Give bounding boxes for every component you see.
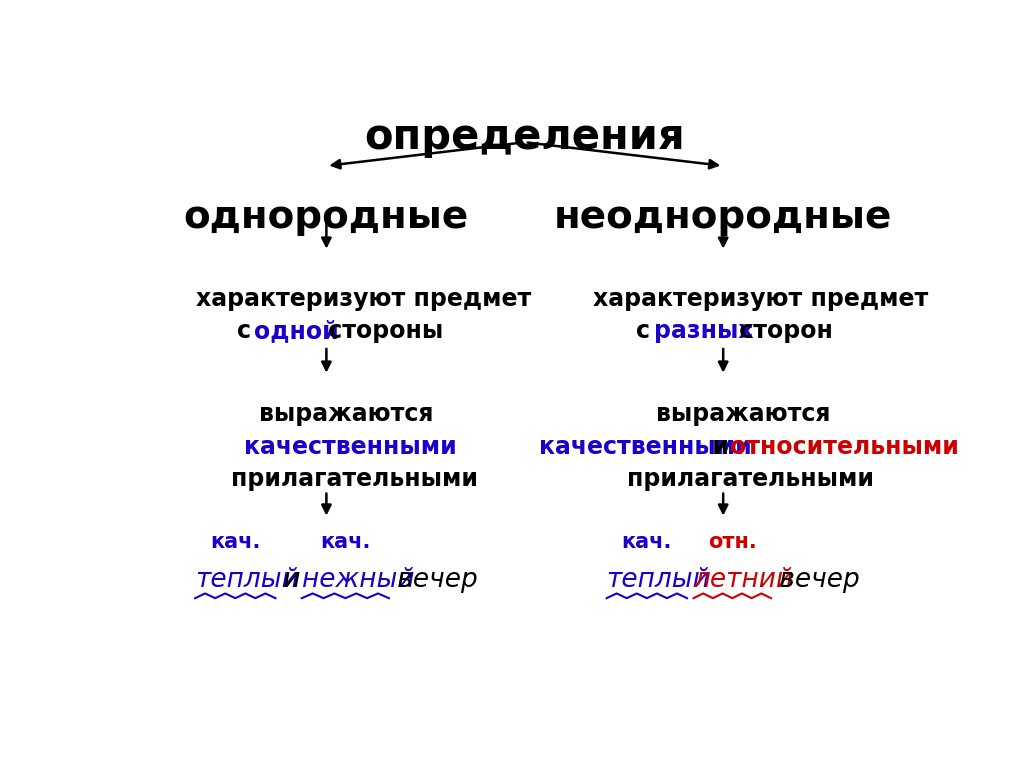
Text: определения: определения <box>365 116 685 158</box>
Text: и: и <box>705 435 737 459</box>
Text: выражаются: выражаются <box>259 402 433 426</box>
Text: прилагательными: прилагательными <box>230 467 477 491</box>
Text: однородные: однородные <box>183 199 469 236</box>
Text: теплый: теплый <box>196 568 299 594</box>
Text: относительными: относительными <box>730 435 958 459</box>
Text: отн.: отн. <box>708 532 757 552</box>
Text: одной: одной <box>254 319 339 344</box>
Text: летний: летний <box>693 568 794 594</box>
Text: качественными: качественными <box>540 435 752 459</box>
Text: разных: разных <box>653 319 754 344</box>
Text: прилагательными: прилагательными <box>628 467 874 491</box>
Text: теплый: теплый <box>606 568 711 594</box>
Text: с: с <box>238 319 259 344</box>
Text: характеризуют предмет: характеризуют предмет <box>197 287 531 311</box>
Text: характеризуют предмет: характеризуют предмет <box>593 287 929 311</box>
Text: сторон: сторон <box>731 319 833 344</box>
Text: кач.: кач. <box>210 532 260 552</box>
Text: кач.: кач. <box>321 532 371 552</box>
Text: кач.: кач. <box>622 532 672 552</box>
Text: выражаются: выражаются <box>655 402 830 426</box>
Text: и: и <box>275 568 309 594</box>
Text: вечер: вечер <box>389 568 477 594</box>
Text: вечер: вечер <box>771 568 860 594</box>
Text: неоднородные: неоднородные <box>554 199 892 236</box>
Text: с: с <box>637 319 658 344</box>
Text: стороны: стороны <box>321 319 443 344</box>
Text: нежный: нежный <box>302 568 415 594</box>
Text: качественными: качественными <box>244 435 457 459</box>
